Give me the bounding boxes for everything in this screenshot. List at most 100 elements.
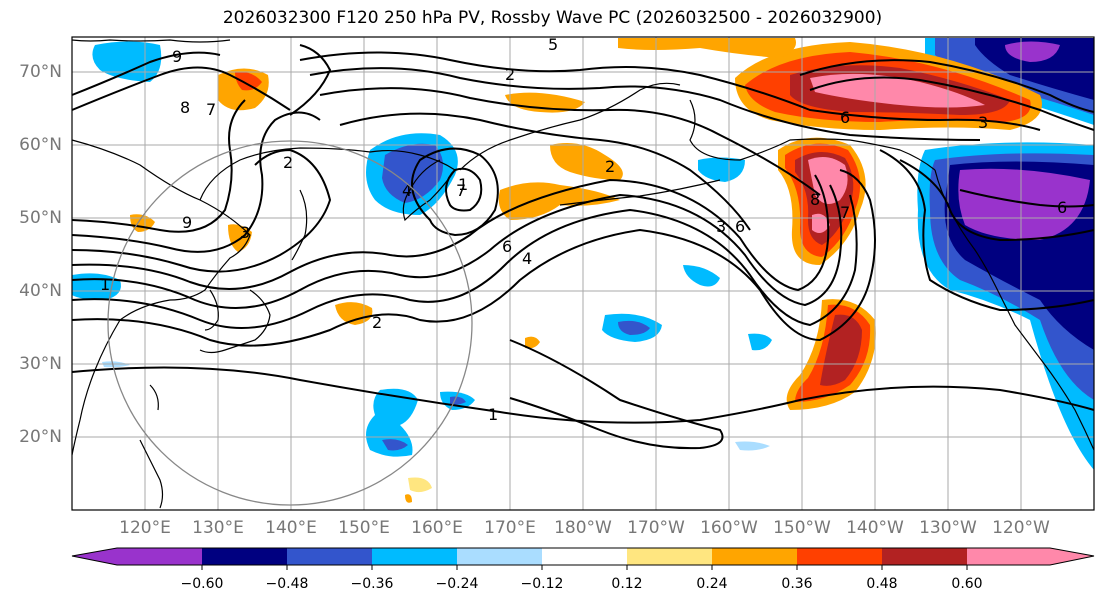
lon-label-180w: 180°W — [554, 518, 612, 538]
anomaly-central-pacific-2 — [683, 265, 720, 287]
pv-contours — [71, 44, 1095, 450]
contour-label: 3 — [716, 217, 726, 236]
coast-philippines — [139, 439, 164, 509]
anomaly-alaska-small — [698, 157, 745, 182]
colorbar-tick-label: 0.60 — [951, 576, 983, 592]
contour-pv-2 — [71, 169, 876, 347]
anomaly-arctic-top — [618, 38, 796, 58]
colorbar-swatch — [202, 548, 287, 565]
contour-pv-4 — [71, 184, 843, 309]
colorbar-outline — [71, 547, 1095, 566]
colorbar-max-extension — [967, 548, 1094, 565]
lat-label-60n: 60°N — [19, 135, 62, 155]
contour-pv-arctic-2 — [799, 59, 1095, 113]
lat-label-20n: 20°N — [19, 427, 62, 447]
lat-label-50n: 50°N — [19, 208, 62, 228]
contour-label: 6 — [735, 217, 745, 236]
contour-label: 2 — [283, 153, 293, 172]
colorbar-swatch — [627, 548, 712, 565]
lat-lon-grid — [72, 37, 1094, 510]
coast-chukotka — [459, 82, 681, 171]
contour-label: 7 — [206, 100, 216, 119]
contour-pv-west-loop — [289, 44, 332, 116]
colorbar-swatch — [287, 548, 372, 565]
colorbar-tick-label: 0.12 — [611, 576, 643, 592]
lon-label-120w: 120°W — [992, 518, 1050, 538]
contour-pv-north-2 — [71, 51, 221, 96]
coast-japan — [199, 289, 271, 354]
anomaly-japan-east — [335, 302, 373, 325]
contour-label: 2 — [505, 65, 515, 84]
anomaly-bering-1 — [505, 92, 585, 113]
contour-pv-1b — [509, 339, 724, 450]
contour-label: 6 — [502, 237, 512, 256]
lon-label-170e: 170°E — [484, 518, 536, 538]
contour-pv-north-3 — [299, 51, 1041, 131]
lon-label-130w: 130°W — [919, 518, 977, 538]
contour-label: 7 — [456, 181, 466, 200]
contour-pv-3 — [71, 194, 858, 329]
anomaly-small-pacific — [748, 333, 772, 351]
colorbar-tick-label: 0.24 — [696, 576, 728, 592]
contour-label: 4 — [402, 181, 412, 200]
coast-arctic-siberia — [71, 39, 231, 43]
colorbar-tick-label: 0.36 — [781, 576, 813, 592]
contour-pv-8 — [71, 99, 246, 233]
coast-asia-mainland — [71, 139, 251, 456]
colorbar-min-extension — [72, 548, 202, 565]
contour-pv-7 — [71, 111, 321, 253]
coast-alaska — [689, 99, 936, 171]
contour-pv-1 — [71, 366, 1095, 424]
lon-label-170w: 170°W — [627, 518, 685, 538]
anomaly-subtropical-1 — [366, 388, 418, 457]
colorbar-swatch — [797, 548, 882, 565]
contour-pv-east-2 — [899, 159, 1095, 242]
contour-pv-6 — [71, 148, 332, 273]
colorbar-tick-label: −0.24 — [435, 576, 479, 592]
contour-label: 8 — [180, 98, 190, 117]
contour-pv-arctic — [809, 76, 1095, 131]
contour-pv-north-6 — [339, 112, 751, 231]
colorbar-swatch — [882, 548, 967, 565]
colorbar-swatch — [372, 548, 457, 565]
contour-label: 6 — [840, 108, 850, 127]
contour-label: 2 — [605, 157, 615, 176]
lon-label-140w: 140°W — [846, 518, 904, 538]
contour-label: 9 — [182, 213, 192, 232]
pv-contour-labels: 9 8 7 2 3 5 2 9 4 1 7 1 6 8 7 6 3 6 4 2 … — [100, 35, 1067, 424]
contour-pv-5 — [71, 174, 830, 292]
highlight-circle — [107, 140, 473, 506]
lat-label-40n: 40°N — [19, 281, 62, 301]
colorbar-tick-label: −0.48 — [265, 576, 309, 592]
anomaly-bering-2 — [550, 142, 623, 180]
contour-label: 3 — [978, 113, 988, 132]
contour-pv-east-3 — [959, 189, 1095, 208]
contour-pv-east-1 — [879, 149, 1095, 312]
contour-label: 4 — [522, 249, 532, 268]
lon-label-140e: 140°E — [265, 518, 317, 538]
contour-label: 9 — [172, 47, 182, 66]
coast-okhotsk — [199, 147, 456, 201]
lon-label-150e: 150°E — [338, 518, 390, 538]
lon-label-160w: 160°W — [700, 518, 758, 538]
colorbar-tick-label: −0.36 — [350, 576, 394, 592]
colorbar-tick-label: 0.48 — [866, 576, 898, 592]
lon-label-160e: 160°E — [411, 518, 463, 538]
contour-label: 7 — [840, 203, 850, 222]
coast-taiwan-region — [149, 384, 159, 411]
lat-label-70n: 70°N — [19, 62, 62, 82]
colorbar-tick-label: −0.60 — [180, 576, 224, 592]
colorbar-swatch — [712, 548, 797, 565]
colorbar-swatch — [542, 548, 627, 565]
contour-pv-ring-2 — [445, 167, 483, 212]
contour-label: 2 — [372, 313, 382, 332]
colorbar — [71, 547, 1095, 570]
contour-pv-north-1 — [71, 66, 291, 111]
lon-label-120e: 120°E — [119, 518, 171, 538]
map-frame — [71, 36, 1095, 511]
coast-kamchatka — [402, 159, 456, 222]
contour-label: 1 — [488, 405, 498, 424]
colorbar-tick-label: −0.12 — [520, 576, 564, 592]
lon-label-150w: 150°W — [773, 518, 831, 538]
contour-pv-north-4 — [309, 67, 981, 141]
